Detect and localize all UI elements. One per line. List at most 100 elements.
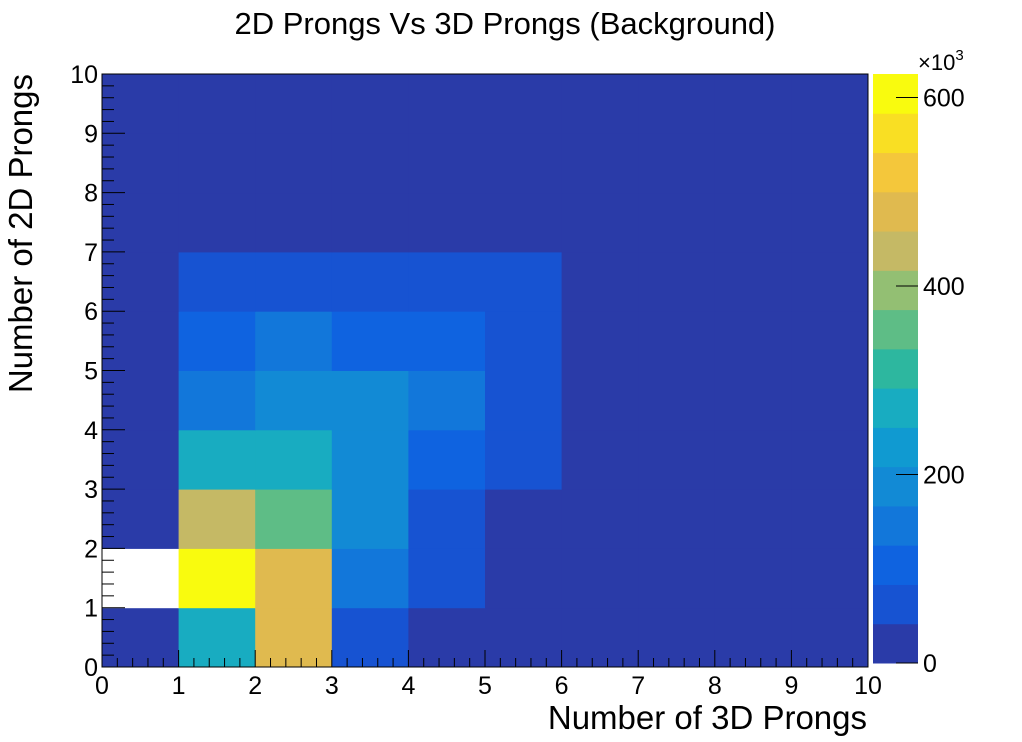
heatmap-cell <box>485 74 563 134</box>
z-multiplier-label: ×103 <box>918 47 964 75</box>
colorbar-swatch <box>873 388 918 428</box>
heatmap-cell <box>561 192 639 253</box>
heatmap-cell <box>255 133 333 194</box>
y-tick-label: 2 <box>84 535 98 563</box>
heatmap-cell <box>178 370 256 431</box>
x-tick-label: 6 <box>555 672 569 700</box>
heatmap-cell <box>178 607 256 668</box>
colorbar-swatch <box>873 427 918 468</box>
heatmap-cell <box>714 311 792 371</box>
heatmap-cells <box>102 74 869 668</box>
heatmap-cell <box>331 192 409 253</box>
heatmap-cell <box>255 489 333 549</box>
heatmap-cell <box>331 607 409 668</box>
heatmap-cell <box>255 192 333 253</box>
x-tick-label: 10 <box>854 672 882 700</box>
heatmap-cell <box>561 429 639 490</box>
heatmap-cell <box>178 74 256 134</box>
colorbar-tick-label: 200 <box>923 462 965 490</box>
heatmap-cell <box>638 74 716 134</box>
x-axis: 0 1 2 3 4 5 6 7 8 9 10 <box>95 650 882 700</box>
z-multiplier-base: ×10 <box>918 50 955 75</box>
heatmap-cell <box>638 370 716 431</box>
heatmap-cell <box>408 251 486 312</box>
colorbar-swatch <box>873 505 918 546</box>
heatmap-cell <box>791 429 869 490</box>
heatmap-cell <box>255 548 333 609</box>
colorbar-swatch <box>873 584 918 625</box>
y-tick-label: 5 <box>84 358 98 386</box>
heatmap-cell <box>791 607 869 668</box>
heatmap-cell <box>561 489 639 549</box>
heatmap-cell <box>408 607 486 668</box>
heatmap-cell <box>638 192 716 253</box>
heatmap-cell <box>102 74 180 134</box>
heatmap-cell <box>102 370 180 431</box>
heatmap-cell <box>408 489 486 549</box>
heatmap-cell <box>178 192 256 253</box>
heatmap-cell <box>638 429 716 490</box>
colorbar-swatch <box>873 623 918 664</box>
x-tick-label: 1 <box>172 672 186 700</box>
heatmap-cell <box>791 311 869 371</box>
x-axis-label: Number of 3D Prongs <box>548 699 867 736</box>
heatmap-cell <box>178 489 256 549</box>
heatmap-cell <box>561 251 639 312</box>
heatmap-cell <box>178 251 256 312</box>
colorbar-swatch <box>873 113 918 154</box>
heatmap-cell <box>178 548 256 609</box>
heatmap-cell <box>408 429 486 490</box>
y-tick-label: 3 <box>84 476 98 504</box>
heatmap-cell <box>638 489 716 549</box>
heatmap-cell <box>561 133 639 194</box>
heatmap-cell <box>638 251 716 312</box>
heatmap-cell <box>714 74 792 134</box>
heatmap-cell <box>178 429 256 490</box>
heatmap-cell <box>331 74 409 134</box>
heatmap-cell <box>714 251 792 312</box>
heatmap-cell <box>178 311 256 371</box>
heatmap-cell <box>485 370 563 431</box>
heatmap-cell <box>714 370 792 431</box>
heatmap-cell <box>255 74 333 134</box>
colorbar-tick-label: 0 <box>923 650 937 678</box>
heatmap-cell <box>791 133 869 194</box>
heatmap-cell <box>485 251 563 312</box>
heatmap-cell <box>102 607 180 668</box>
heatmap-cell <box>408 74 486 134</box>
heatmap-cell <box>102 192 180 253</box>
heatmap-cell <box>561 548 639 609</box>
heatmap-cell <box>408 311 486 371</box>
heatmap-cell <box>102 311 180 371</box>
heatmap-cell <box>408 370 486 431</box>
heatmap-cell <box>714 489 792 549</box>
y-tick-label: 6 <box>84 298 98 326</box>
colorbar-swatch <box>873 231 918 271</box>
heatmap-cell <box>714 548 792 609</box>
y-tick-label: 0 <box>84 654 98 682</box>
heatmap-cell <box>331 489 409 549</box>
heatmap-cell <box>561 607 639 668</box>
heatmap-cell <box>791 489 869 549</box>
color-scale-legend: 0 200 400 600 <box>873 74 965 678</box>
x-tick-label: 2 <box>248 672 262 700</box>
heatmap-cell <box>102 429 180 490</box>
z-multiplier-exponent: 3 <box>955 47 963 64</box>
y-tick-label: 1 <box>84 595 98 623</box>
heatmap-cell <box>331 311 409 371</box>
x-tick-label: 8 <box>708 672 722 700</box>
heatmap-cell <box>331 133 409 194</box>
heatmap-cell <box>638 548 716 609</box>
y-axis: 0 1 2 3 4 5 6 7 8 9 10 <box>70 61 125 682</box>
colorbar-swatch <box>873 270 918 311</box>
heatmap-cell <box>102 133 180 194</box>
colorbar-swatch <box>873 309 918 350</box>
chart-title: 2D Prongs Vs 3D Prongs (Background) <box>234 6 775 41</box>
heatmap-cell <box>485 548 563 609</box>
heatmap-cell <box>714 192 792 253</box>
heatmap-cell <box>485 133 563 194</box>
colorbar-swatch <box>873 545 918 585</box>
heatmap-cell <box>714 607 792 668</box>
colorbar-swatch <box>873 74 918 114</box>
